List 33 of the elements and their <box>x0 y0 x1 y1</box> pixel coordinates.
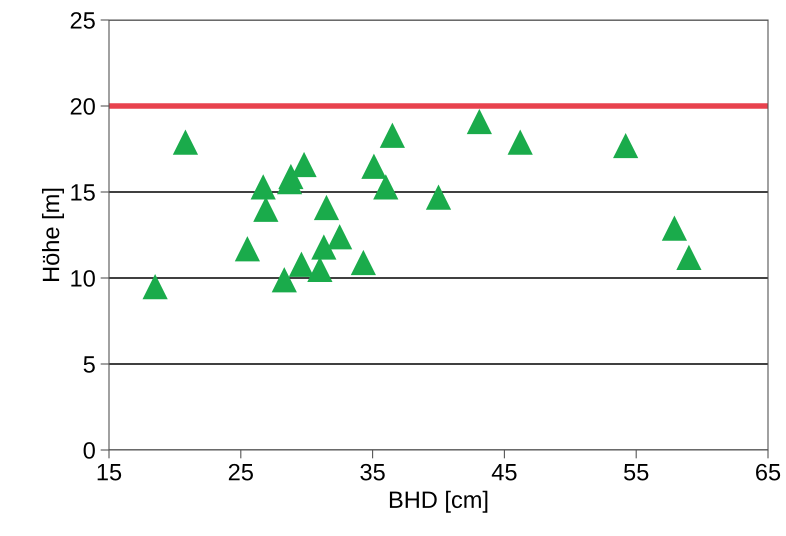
x-tick-label: 25 <box>228 464 253 481</box>
y-tick-label: 20 <box>70 98 95 115</box>
y-axis-title: Höhe [m] <box>42 188 64 281</box>
point <box>426 184 452 210</box>
point <box>311 234 336 260</box>
point <box>662 216 688 241</box>
y-tick-label: 0 <box>84 442 95 459</box>
y-tick-label: 10 <box>71 270 95 287</box>
point <box>508 130 533 155</box>
point <box>172 130 198 155</box>
point <box>350 250 376 276</box>
point <box>613 132 638 158</box>
y-tick-label: 15 <box>71 184 95 201</box>
y-tick-label: 25 <box>70 12 95 29</box>
x-tick-label: 65 <box>756 464 780 481</box>
point <box>234 236 260 262</box>
point <box>272 267 297 292</box>
point <box>676 244 702 270</box>
point <box>361 154 387 179</box>
point <box>314 194 340 220</box>
x-tick-label: 35 <box>360 464 385 481</box>
x-tick-label: 55 <box>624 464 648 481</box>
x-axis-title: BHD [cm] <box>390 490 488 513</box>
point <box>373 174 398 200</box>
point <box>278 164 304 190</box>
y-tick-label: 5 <box>84 356 95 373</box>
x-tick-label: 45 <box>492 464 517 481</box>
point <box>250 174 276 200</box>
point <box>380 122 405 148</box>
x-tick-label: 15 <box>98 464 122 481</box>
point <box>142 274 168 300</box>
point <box>327 224 352 250</box>
point <box>466 108 492 134</box>
